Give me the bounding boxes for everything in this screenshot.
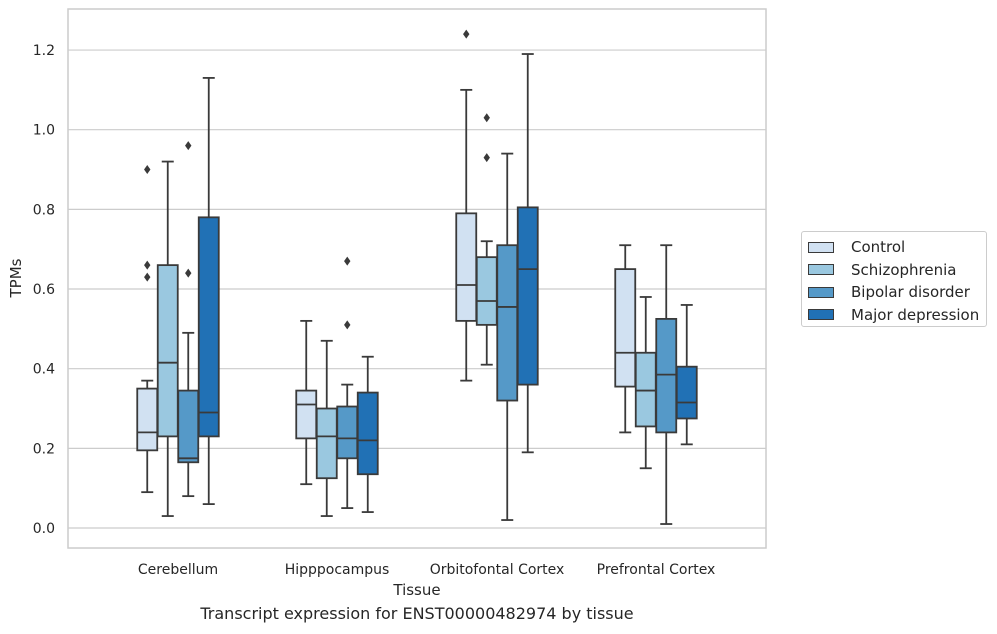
legend-item: Bipolar disorder — [808, 281, 986, 304]
box-iqr — [336, 405, 359, 460]
box-iqr — [614, 268, 637, 388]
legend-swatch — [808, 264, 834, 276]
y-tick-label: 0.8 — [33, 202, 55, 218]
y-tick-label: 1.0 — [33, 123, 55, 139]
legend-swatch — [808, 309, 834, 321]
outlier-point — [344, 320, 351, 330]
x-tick-label: Hipppocampus — [285, 562, 390, 578]
outlier-point — [144, 272, 151, 282]
outlier-point — [144, 165, 151, 175]
box-iqr — [655, 317, 678, 434]
box-iqr — [516, 206, 539, 386]
box-iqr — [675, 365, 698, 420]
box-major-depression — [675, 304, 698, 446]
legend-label: Control — [851, 238, 906, 257]
box-schizophrenia — [634, 296, 657, 470]
box-control — [455, 29, 478, 382]
x-tick-label: Prefrontal Cortex — [597, 562, 716, 578]
y-tick-label: 0.4 — [33, 362, 55, 378]
outlier-point — [483, 153, 490, 163]
legend-swatch — [808, 286, 834, 298]
y-tick-label: 1.2 — [33, 43, 55, 59]
box-bipolar-disorder — [655, 244, 678, 525]
box-schizophrenia — [315, 339, 338, 517]
y-tick-label: 0.0 — [33, 521, 55, 537]
plot-frame — [67, 8, 767, 549]
box-iqr — [475, 256, 498, 326]
x-axis-title: Tissue — [392, 581, 440, 599]
box-control — [295, 319, 318, 486]
box-iqr — [136, 387, 159, 452]
outlier-point — [185, 268, 192, 278]
plot-area — [136, 29, 698, 525]
box-control — [614, 244, 637, 434]
figure-caption: Transcript expression for ENST0000048297… — [200, 604, 634, 623]
box-iqr — [315, 407, 338, 480]
box-major-depression — [197, 77, 220, 506]
box-schizophrenia — [156, 160, 179, 517]
box-iqr — [295, 389, 318, 440]
outlier-point — [185, 141, 192, 151]
box-schizophrenia — [475, 113, 498, 366]
box-iqr — [496, 244, 519, 402]
legend-item: Control — [808, 236, 986, 259]
box-major-depression — [356, 355, 379, 513]
outlier-point — [344, 256, 351, 266]
outlier-point — [483, 113, 490, 123]
x-tick-label: Cerebellum — [138, 562, 218, 578]
box-control — [136, 165, 159, 494]
box-iqr — [455, 212, 478, 322]
legend-label: Schizophrenia — [851, 260, 957, 279]
x-axis: Cerebellum Hipppocampus Orbitofontal Corte… — [138, 562, 715, 578]
outlier-point — [144, 260, 151, 270]
y-axis: 0.0 0.2 0.4 0.6 0.8 1.0 1.2 — [33, 43, 55, 537]
legend-item: Major depression — [808, 304, 986, 327]
y-tick-label: 0.6 — [33, 282, 55, 298]
outlier-point — [463, 29, 470, 39]
box-bipolar-disorder — [177, 141, 200, 498]
box-bipolar-disorder — [496, 152, 519, 521]
legend-swatch — [808, 241, 834, 253]
box-iqr — [197, 216, 220, 438]
y-tick-label: 0.2 — [33, 441, 55, 457]
legend: Control Schizophrenia Bipolar disorder Majo… — [801, 231, 987, 327]
box-iqr — [634, 351, 657, 428]
x-tick-label: Orbitofontal Cortex — [430, 562, 565, 578]
y-axis-title: TPMs — [7, 258, 25, 298]
legend-item: Schizophrenia — [808, 259, 986, 282]
legend-label: Major depression — [851, 305, 980, 324]
box-iqr — [156, 264, 179, 438]
box-iqr — [356, 391, 379, 476]
legend-label: Bipolar disorder — [851, 283, 970, 302]
box-bipolar-disorder — [336, 256, 359, 509]
box-iqr — [177, 389, 200, 464]
box-major-depression — [516, 53, 539, 454]
